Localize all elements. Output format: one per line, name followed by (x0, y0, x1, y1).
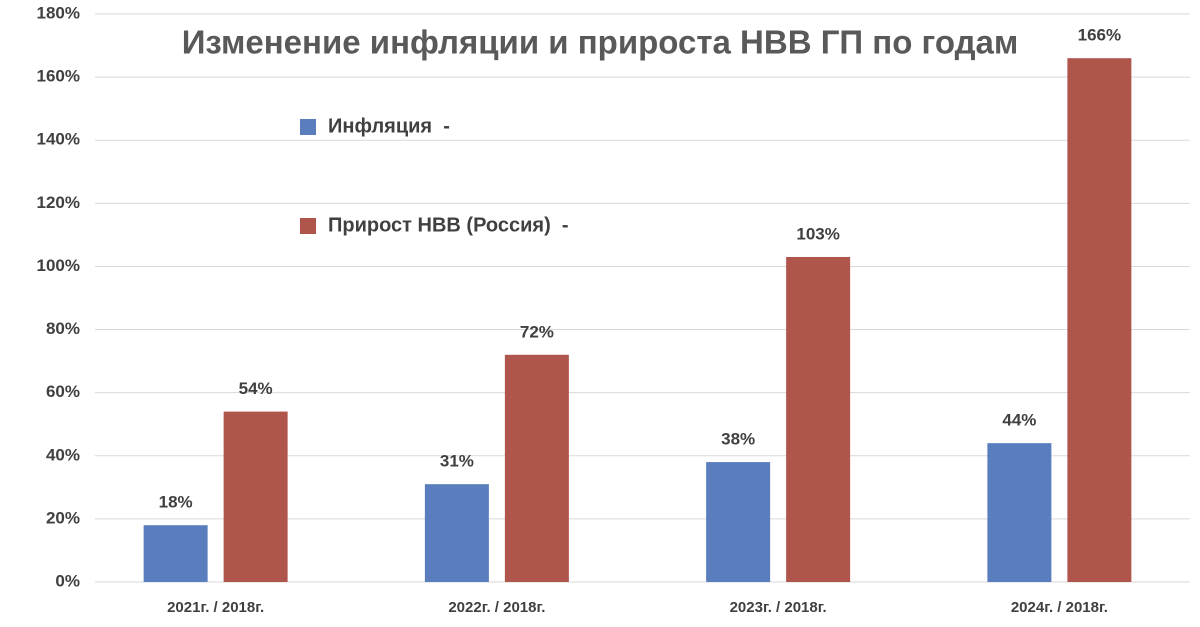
value-label: 54% (239, 379, 273, 398)
y-tick-label: 40% (46, 445, 80, 464)
bar (786, 256, 851, 582)
x-tick-label: 2021г. / 2018г. (167, 599, 264, 616)
legend-swatch (300, 119, 316, 135)
value-label: 103% (796, 224, 839, 243)
value-label: 44% (1002, 411, 1036, 430)
bar (987, 443, 1052, 582)
y-tick-label: 160% (37, 67, 80, 86)
value-label: 31% (440, 452, 474, 471)
legend-swatch (300, 218, 316, 234)
y-tick-label: 80% (46, 319, 80, 338)
bar (706, 462, 771, 582)
bar (424, 484, 489, 582)
y-tick-label: 0% (55, 571, 80, 590)
x-tick-label: 2022г. / 2018г. (448, 599, 545, 616)
legend-label: Инфляция - (328, 115, 450, 137)
value-label: 38% (721, 430, 755, 449)
y-tick-label: 20% (46, 508, 80, 527)
chart-title: Изменение инфляции и прироста НВВ ГП по … (182, 24, 1019, 61)
bar (504, 354, 569, 582)
x-tick-label: 2024г. / 2018г. (1011, 599, 1108, 616)
bar (223, 411, 288, 582)
value-label: 72% (520, 322, 554, 341)
y-tick-label: 60% (46, 382, 80, 401)
value-label: 18% (159, 493, 193, 512)
legend-label: Прирост НВВ (Россия) - (328, 214, 569, 236)
value-label: 166% (1078, 26, 1121, 45)
y-tick-label: 120% (37, 193, 80, 212)
bar (143, 525, 208, 582)
x-tick-label: 2023г. / 2018г. (730, 599, 827, 616)
y-tick-label: 140% (37, 130, 80, 149)
y-tick-label: 180% (37, 3, 80, 22)
bar (1067, 58, 1132, 582)
y-tick-label: 100% (37, 256, 80, 275)
